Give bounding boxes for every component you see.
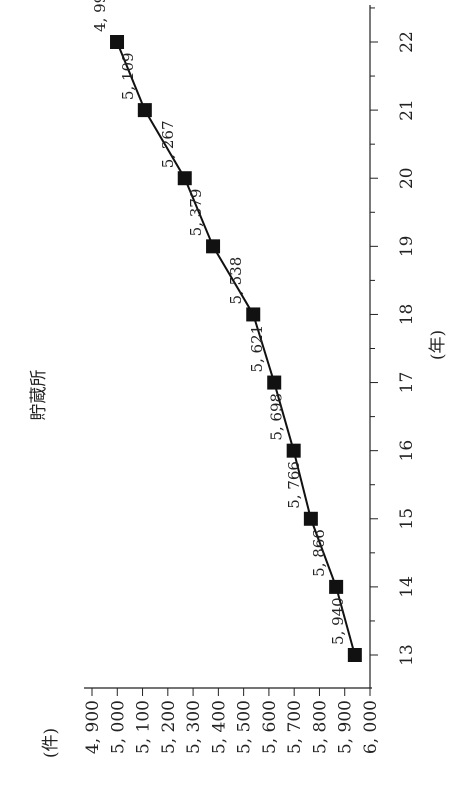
- data-label: 4, 999: [91, 0, 109, 32]
- data-point-marker: [329, 579, 344, 594]
- year-tick-label: 17: [397, 372, 417, 394]
- value-tick-label: 5, 000: [108, 700, 128, 754]
- chart-title: 貯蔵所: [29, 370, 49, 421]
- year-tick-label: 20: [397, 167, 417, 189]
- value-tick-label: 5, 200: [159, 700, 179, 754]
- year-tick-label: 18: [397, 304, 417, 326]
- value-tick-label: 5, 300: [184, 700, 204, 754]
- value-tick-label: 5, 400: [209, 700, 229, 754]
- value-tick-label: 4, 900: [83, 700, 103, 754]
- x-axis-label: (年): [428, 330, 448, 360]
- data-point-marker: [246, 307, 261, 322]
- value-tick-label: 6, 000: [361, 700, 381, 754]
- data-point-marker: [177, 171, 192, 186]
- data-point-marker: [347, 648, 362, 662]
- data-label: 5, 940: [329, 597, 347, 645]
- value-tick-label: 5, 900: [336, 700, 356, 754]
- year-tick-label: 14: [397, 576, 417, 598]
- y-axis-label: (件): [41, 728, 61, 758]
- year-tick-label: 19: [397, 236, 417, 258]
- data-point-marker: [206, 239, 221, 254]
- chart-axes: [84, 5, 372, 689]
- data-label: 5, 698: [268, 393, 286, 441]
- data-label: 5, 621: [248, 325, 266, 373]
- data-label: 5, 267: [159, 121, 177, 169]
- data-point-marker: [267, 375, 282, 390]
- year-tick-label: 16: [397, 440, 417, 462]
- data-label: 5, 379: [187, 189, 205, 237]
- data-point-marker: [286, 443, 301, 458]
- year-tick-label: 22: [397, 31, 417, 53]
- year-tick-label: 13: [397, 644, 417, 666]
- data-label: 5, 109: [119, 52, 137, 100]
- value-tick-label: 5, 800: [310, 700, 330, 754]
- data-point-marker: [110, 35, 125, 49]
- series-line: [116, 41, 356, 656]
- data-point-marker: [303, 511, 318, 526]
- data-point-marker: [137, 103, 152, 118]
- data-label: 5, 538: [227, 257, 245, 305]
- value-tick-label: 5, 700: [285, 700, 305, 754]
- value-tick-label: 5, 100: [134, 700, 154, 754]
- data-label: 5, 766: [285, 461, 303, 509]
- data-label: 5, 866: [310, 529, 328, 577]
- value-tick-label: 5, 500: [235, 700, 255, 754]
- value-tick-label: 5, 600: [260, 700, 280, 754]
- year-tick-label: 15: [397, 508, 417, 530]
- chart-series: 5, 940 5, 866 5, 766 5, 698 5, 621 5, 538 5, 3…: [91, 0, 362, 662]
- year-tick-label: 21: [397, 99, 417, 121]
